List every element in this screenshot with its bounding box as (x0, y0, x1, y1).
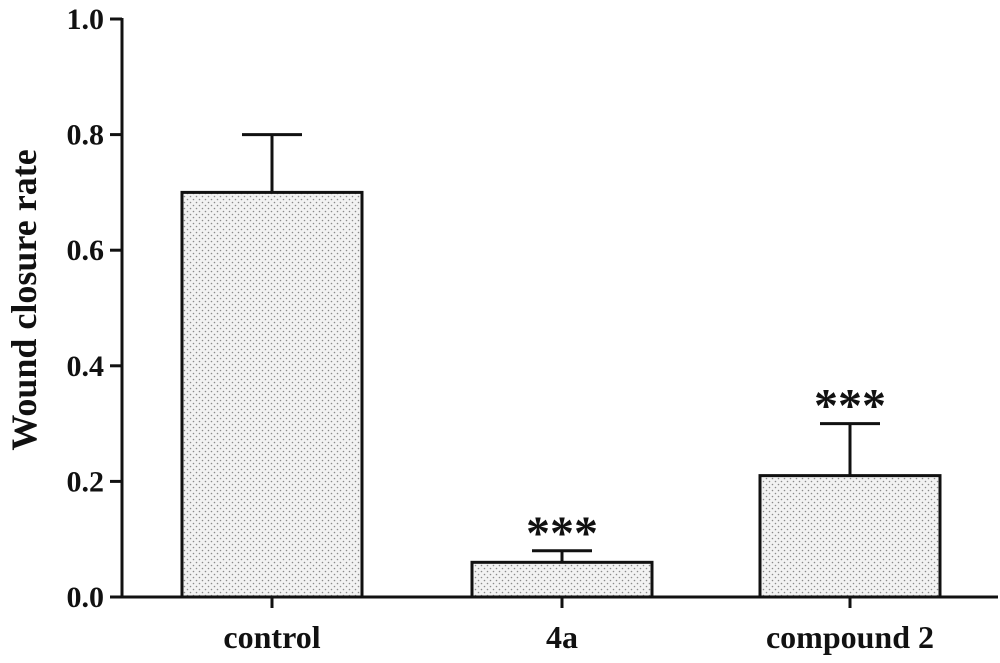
y-axis: 0.0 0.2 0.4 0.6 0.8 1.0 (67, 3, 124, 614)
y-tick-label: 0.6 (67, 234, 105, 267)
x-axis: control 4a compound 2 (120, 595, 998, 655)
bar-0 (180, 190, 364, 599)
y-tick-label: 0.2 (67, 465, 105, 498)
y-tick-label: 0.0 (67, 581, 105, 614)
y-axis-title: Wound closure rate (4, 149, 44, 450)
significance-label: *** (814, 380, 886, 433)
x-tick-label: 4a (546, 619, 578, 655)
y-tick-label: 1.0 (67, 3, 105, 36)
y-tick-label: 0.8 (67, 119, 105, 152)
bar-2 (758, 474, 942, 599)
y-tick-label: 0.4 (67, 350, 105, 383)
significance-label: *** (526, 507, 598, 560)
x-tick-label: control (223, 619, 320, 655)
bars-group: *** *** (180, 133, 942, 599)
x-tick-label: compound 2 (766, 619, 934, 655)
bar-1 (470, 560, 654, 599)
